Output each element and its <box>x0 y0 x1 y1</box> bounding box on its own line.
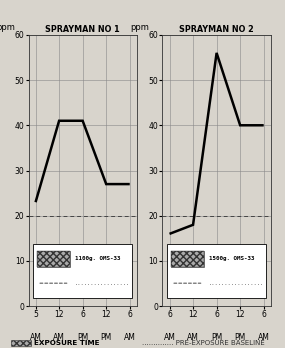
Bar <box>171 251 203 267</box>
Bar <box>171 251 203 267</box>
Text: .................: ................. <box>209 281 264 286</box>
Text: AM: AM <box>124 333 136 342</box>
Bar <box>33 244 133 298</box>
Text: 1100g. OMS-33: 1100g. OMS-33 <box>75 256 121 261</box>
Text: ppm: ppm <box>130 23 149 32</box>
Text: ppm: ppm <box>0 23 15 32</box>
Bar <box>37 251 70 267</box>
Text: AM: AM <box>258 333 270 342</box>
Bar <box>37 251 70 267</box>
Text: .............. PRE-EXPOSURE BASELINE: .............. PRE-EXPOSURE BASELINE <box>142 340 265 347</box>
Text: PM: PM <box>101 333 112 342</box>
Text: AM: AM <box>53 333 65 342</box>
Text: AM: AM <box>187 333 199 342</box>
Text: PM: PM <box>211 333 222 342</box>
Text: PM: PM <box>235 333 246 342</box>
Title: SPRAYMAN NO 2: SPRAYMAN NO 2 <box>179 25 254 34</box>
Text: 1500g. OMS-33: 1500g. OMS-33 <box>209 256 255 261</box>
Text: PM: PM <box>77 333 88 342</box>
Bar <box>167 244 266 298</box>
Text: .................: ................. <box>75 281 130 286</box>
Text: EXPOSURE TIME: EXPOSURE TIME <box>34 340 100 347</box>
Text: AM: AM <box>30 333 42 342</box>
Title: SPRAYMAN NO 1: SPRAYMAN NO 1 <box>45 25 120 34</box>
Text: AM: AM <box>164 333 176 342</box>
